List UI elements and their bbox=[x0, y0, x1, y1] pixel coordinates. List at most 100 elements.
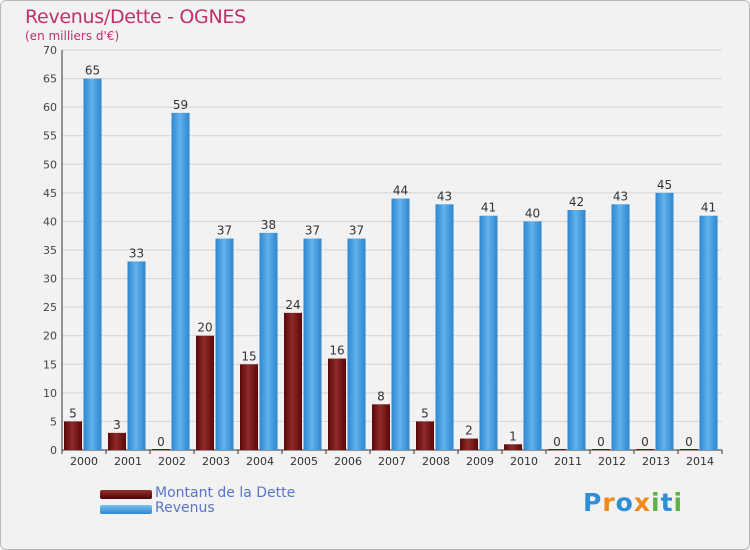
data-label-revenus: 40 bbox=[525, 206, 540, 220]
bar-dette bbox=[108, 432, 126, 450]
y-tick-label: 30 bbox=[43, 273, 57, 286]
bar-revenus bbox=[611, 204, 630, 450]
y-tick-label: 35 bbox=[43, 244, 57, 257]
chart-subtitle: (en milliers d'€) bbox=[25, 29, 120, 43]
data-label-revenus: 38 bbox=[261, 218, 276, 232]
data-label-dette: 5 bbox=[421, 406, 429, 420]
legend-swatch-revenus bbox=[100, 505, 152, 514]
chart-title: Revenus/Dette - OGNES bbox=[25, 6, 246, 28]
bar-dette bbox=[64, 421, 82, 450]
data-label-revenus: 43 bbox=[613, 189, 628, 203]
data-label-dette: 2 bbox=[465, 424, 473, 438]
data-label-revenus: 33 bbox=[129, 246, 144, 260]
data-label-dette: 20 bbox=[197, 321, 212, 335]
y-tick-label: 15 bbox=[43, 358, 57, 371]
logo-letter: t bbox=[660, 488, 674, 517]
bar-revenus bbox=[303, 238, 322, 450]
x-tick-label: 2009 bbox=[466, 455, 494, 468]
data-label-dette: 8 bbox=[377, 389, 385, 403]
bar-dette bbox=[372, 404, 390, 450]
y-tick-label: 70 bbox=[43, 44, 57, 57]
y-tick-label: 60 bbox=[43, 101, 57, 114]
x-tick-label: 2003 bbox=[202, 455, 230, 468]
data-label-revenus: 44 bbox=[393, 184, 408, 198]
x-tick-label: 2000 bbox=[70, 455, 98, 468]
bar-dette bbox=[328, 358, 346, 450]
y-tick-label: 20 bbox=[43, 330, 57, 343]
y-tick-label: 10 bbox=[43, 387, 57, 400]
data-label-revenus: 37 bbox=[305, 224, 320, 238]
data-label-dette: 0 bbox=[597, 435, 605, 449]
legend-swatch-dette bbox=[100, 490, 152, 499]
bar-revenus bbox=[479, 215, 498, 450]
x-tick-label: 2013 bbox=[642, 455, 670, 468]
data-label-dette: 24 bbox=[285, 298, 300, 312]
bar-revenus bbox=[391, 198, 410, 450]
data-label-revenus: 42 bbox=[569, 195, 584, 209]
data-label-revenus: 65 bbox=[85, 64, 100, 78]
data-label-revenus: 37 bbox=[349, 224, 364, 238]
legend-label-revenus: Revenus bbox=[155, 500, 215, 516]
data-label-dette: 3 bbox=[113, 418, 121, 432]
data-label-dette: 5 bbox=[69, 406, 77, 420]
bar-dette bbox=[460, 438, 478, 450]
x-tick-label: 2010 bbox=[510, 455, 538, 468]
bar-revenus bbox=[699, 215, 718, 450]
data-label-revenus: 37 bbox=[217, 224, 232, 238]
data-label-revenus: 41 bbox=[701, 201, 716, 215]
y-tick-label: 50 bbox=[43, 158, 57, 171]
x-tick-label: 2007 bbox=[378, 455, 406, 468]
bar-revenus bbox=[523, 221, 542, 450]
bar-revenus bbox=[567, 210, 586, 450]
data-label-revenus: 59 bbox=[173, 98, 188, 112]
bar-revenus bbox=[259, 232, 278, 450]
bar-dette bbox=[284, 312, 302, 450]
data-label-dette: 0 bbox=[553, 435, 561, 449]
y-tick-label: 5 bbox=[50, 415, 57, 428]
proxiti-logo: Proxiti bbox=[583, 488, 683, 517]
bar-revenus bbox=[347, 238, 366, 450]
x-tick-label: 2001 bbox=[114, 455, 142, 468]
data-label-dette: 16 bbox=[329, 344, 344, 358]
data-label-dette: 0 bbox=[685, 435, 693, 449]
x-tick-label: 2006 bbox=[334, 455, 362, 468]
x-tick-label: 2005 bbox=[290, 455, 318, 468]
bar-dette bbox=[196, 335, 214, 450]
data-label-dette: 15 bbox=[241, 349, 256, 363]
data-label-revenus: 45 bbox=[657, 178, 672, 192]
logo-letter: i bbox=[651, 488, 661, 517]
x-tick-label: 2011 bbox=[554, 455, 582, 468]
x-tick-label: 2004 bbox=[246, 455, 274, 468]
bar-dette bbox=[240, 364, 258, 450]
x-tick-label: 2014 bbox=[686, 455, 714, 468]
bar-revenus bbox=[655, 192, 674, 450]
x-tick-label: 2012 bbox=[598, 455, 626, 468]
x-tick-label: 2008 bbox=[422, 455, 450, 468]
logo-letter: o bbox=[615, 488, 634, 517]
y-tick-label: 45 bbox=[43, 187, 57, 200]
logo-letter: x bbox=[633, 488, 651, 517]
data-label-dette: 0 bbox=[157, 435, 165, 449]
y-tick-label: 40 bbox=[43, 215, 57, 228]
bar-revenus bbox=[127, 261, 146, 450]
bar-dette bbox=[504, 444, 522, 450]
logo-letter: r bbox=[602, 488, 616, 517]
bar-revenus bbox=[435, 204, 454, 450]
logo-letter: i bbox=[673, 488, 684, 517]
data-label-revenus: 41 bbox=[481, 201, 496, 215]
y-tick-label: 0 bbox=[50, 444, 57, 457]
y-tick-label: 25 bbox=[43, 301, 57, 314]
x-tick-label: 2002 bbox=[158, 455, 186, 468]
bar-revenus bbox=[215, 238, 234, 450]
legend-label-dette: Montant de la Dette bbox=[155, 485, 296, 501]
logo-letter: P bbox=[583, 488, 603, 517]
data-label-revenus: 43 bbox=[437, 189, 452, 203]
bar-dette bbox=[416, 421, 434, 450]
data-label-dette: 0 bbox=[641, 435, 649, 449]
y-tick-label: 55 bbox=[43, 130, 57, 143]
data-label-dette: 1 bbox=[509, 429, 517, 443]
bar-revenus bbox=[83, 78, 102, 451]
bar-revenus bbox=[171, 112, 190, 450]
y-tick-label: 65 bbox=[43, 73, 57, 86]
